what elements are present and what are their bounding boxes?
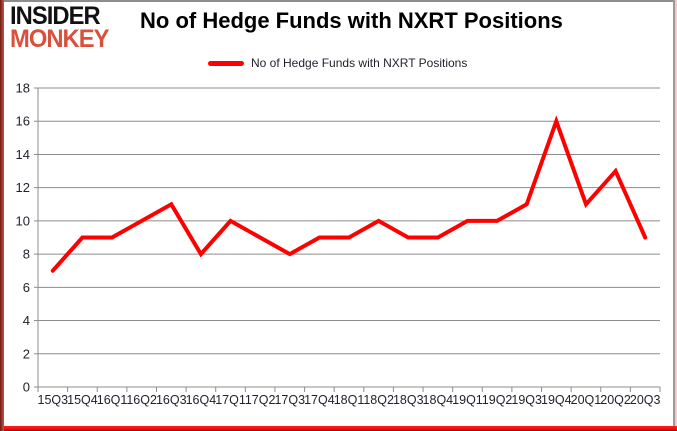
y-axis-label: 14 xyxy=(16,147,30,162)
x-axis-label: 15Q3 xyxy=(38,393,69,407)
y-axis-label: 6 xyxy=(23,280,30,295)
x-axis-label: 16Q2 xyxy=(126,393,157,407)
x-axis-label: 19Q2 xyxy=(482,393,513,407)
x-axis-label: 18Q4 xyxy=(423,393,454,407)
x-axis-label: 16Q1 xyxy=(97,393,128,407)
x-axis-label: 19Q1 xyxy=(452,393,483,407)
x-axis-label: 20Q2 xyxy=(600,393,631,407)
x-axis-label: 20Q3 xyxy=(630,393,661,407)
y-axis-label: 10 xyxy=(16,213,30,228)
x-axis-label: 15Q4 xyxy=(67,393,98,407)
logo-line-insider: INSIDER xyxy=(10,2,101,30)
x-axis-label: 18Q2 xyxy=(363,393,394,407)
y-axis-label: 4 xyxy=(23,313,30,328)
x-axis-label: 20Q1 xyxy=(571,393,602,407)
x-axis-label: 19Q4 xyxy=(541,393,572,407)
y-axis-label: 8 xyxy=(23,247,30,262)
y-axis-label: 12 xyxy=(16,180,30,195)
x-axis-label: 19Q3 xyxy=(511,393,542,407)
x-axis-label: 17Q2 xyxy=(245,393,276,407)
y-axis-label: 16 xyxy=(16,114,30,129)
x-axis-label: 16Q3 xyxy=(156,393,187,407)
logo-line-monkey: MONKEY xyxy=(10,25,109,53)
legend: No of Hedge Funds with NXRT Positions xyxy=(208,56,467,70)
x-axis-label: 17Q1 xyxy=(215,393,246,407)
x-axis-label: 18Q3 xyxy=(393,393,424,407)
y-axis-label: 18 xyxy=(16,81,30,96)
insider-monkey-logo: INSIDER MONKEY xyxy=(10,2,109,53)
x-axis-label: 16Q4 xyxy=(186,393,217,407)
y-axis-label: 2 xyxy=(23,346,30,361)
y-axis-label: 0 xyxy=(23,380,30,395)
chart-title: No of Hedge Funds with NXRT Positions xyxy=(140,8,563,33)
data-line-series xyxy=(50,115,648,273)
x-axis-label: 18Q1 xyxy=(334,393,365,407)
legend-line-swatch xyxy=(208,60,244,66)
x-axis-label: 17Q4 xyxy=(304,393,335,407)
legend-label: No of Hedge Funds with NXRT Positions xyxy=(251,56,468,70)
x-axis-label: 17Q3 xyxy=(274,393,305,407)
